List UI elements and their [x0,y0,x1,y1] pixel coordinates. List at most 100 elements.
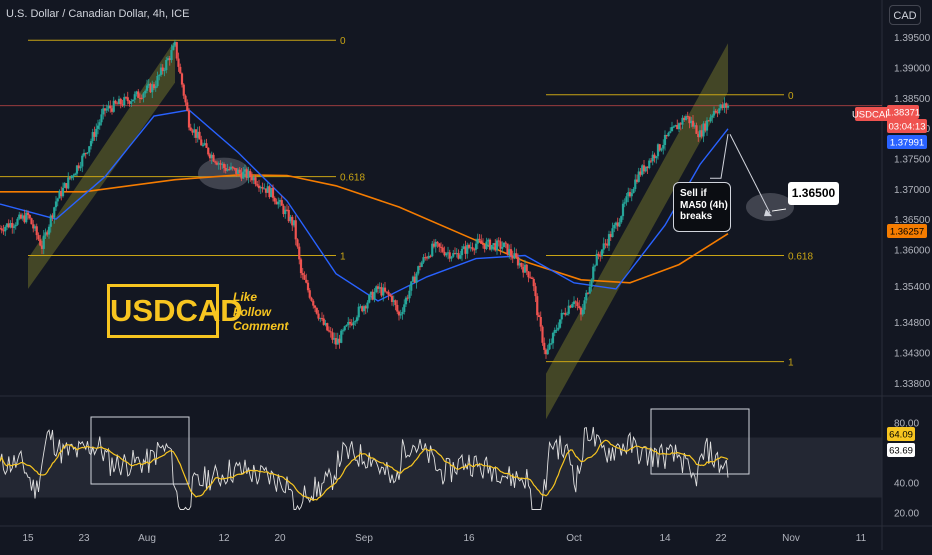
candle-body-220 [383,287,387,292]
candle-body-114 [198,131,201,140]
candle-body-174 [303,275,306,280]
note-line-1: Sell if [680,188,707,199]
candle-body-102 [177,58,180,67]
candle-body-306 [534,286,537,297]
candle-body-24 [40,245,44,249]
candle-body-342 [597,253,600,256]
candle-body-110 [191,130,194,133]
target-label: 1.36500 [788,182,839,205]
candle-body-17 [28,214,31,219]
cta-follow: Follow [233,304,271,319]
candle-body-131 [228,169,231,171]
candle-body-365 [637,171,640,182]
note-line-3: breaks [680,211,713,222]
candle-body-407 [711,115,714,118]
candle-body-398 [695,125,698,134]
candle-body-253 [441,247,444,252]
candle-body-406 [709,117,712,122]
price-tick-7: 1.36000 [894,245,931,256]
candle-body-340 [593,265,597,267]
candle-body-236 [411,276,415,282]
candle-body-67 [116,103,119,105]
ma50-tag-bg [887,135,927,149]
projection-arrow-head [764,209,772,217]
candle-body-160 [278,200,282,202]
candle-body-386 [674,125,677,127]
candle-body-18 [30,218,33,225]
candle-body-300 [523,264,527,273]
candle-body-35 [60,190,63,197]
candle-body-319 [557,327,560,330]
candle-body-50 [86,152,89,154]
candle-body-345 [602,243,605,250]
candle-body-120 [208,154,212,159]
candle-body-136 [236,169,240,174]
candle-body-75 [130,101,133,104]
candle-body-258 [450,256,453,259]
candle-body-414 [723,103,726,108]
candle-body-9 [14,224,17,227]
candle-body-55 [95,128,98,137]
candle-body-216 [376,286,380,289]
candle-body-39 [67,177,70,189]
candle-body-274 [478,238,481,241]
candle-body-209 [364,306,367,309]
candle-body-359 [627,192,630,197]
candle-body-281 [490,244,493,250]
candle-body-30 [51,215,54,218]
candle-body-6 [9,223,12,228]
candle-body-106 [184,95,187,103]
candle-body-309 [539,316,542,327]
candle-body-233 [406,297,409,299]
candle-body-284 [495,240,499,251]
candle-body-66 [114,100,117,104]
candle-body-313 [546,349,549,355]
candle-body-49 [84,153,87,155]
candle-body-399 [697,133,700,138]
candle-body-29 [49,215,52,227]
rsi-band-group [0,437,882,498]
candle-body-192 [334,338,338,345]
candle-body-10 [16,218,19,225]
candle-body-44 [75,165,79,174]
candle-body-90 [156,75,159,87]
candle-body-129 [224,167,227,171]
candle-body-238 [415,273,418,283]
candle-body-356 [621,203,625,217]
candle-body-195 [340,330,343,343]
candle-body-411 [718,108,721,114]
candle-body-301 [525,264,528,272]
candle-body-308 [537,315,541,317]
candle-body-250 [436,241,439,244]
candle-body-140 [243,169,247,172]
candle-body-263 [459,255,462,259]
time-tick-4: 20 [274,533,286,544]
candle-body-214 [373,292,376,300]
candle-body-164 [285,209,289,211]
candle-body-205 [357,306,360,318]
price-tick-6: 1.36500 [894,215,931,226]
candle-body-162 [282,205,285,215]
candle-body-14 [23,215,26,223]
rsi-box-group [90,408,750,485]
candle-body-349 [609,234,612,238]
candle-body-346 [604,243,607,245]
price-tick-9: 1.34800 [894,318,931,329]
candle-body-329 [574,301,577,303]
currency-button[interactable]: CAD [889,5,921,25]
candle-body-139 [242,171,245,179]
candle-body-292 [509,249,513,256]
candle-body-128 [222,163,226,168]
candle-body-116 [201,144,205,146]
candle-body-53 [91,132,94,141]
candle-body-265 [462,246,465,249]
candle-body-225 [392,300,395,302]
candle-body-277 [483,244,486,249]
candle-body-171 [298,246,301,260]
candle-body-336 [586,292,590,294]
candle-body-391 [683,117,686,121]
candle-body-1 [0,228,3,231]
candle-body-375 [655,156,658,159]
